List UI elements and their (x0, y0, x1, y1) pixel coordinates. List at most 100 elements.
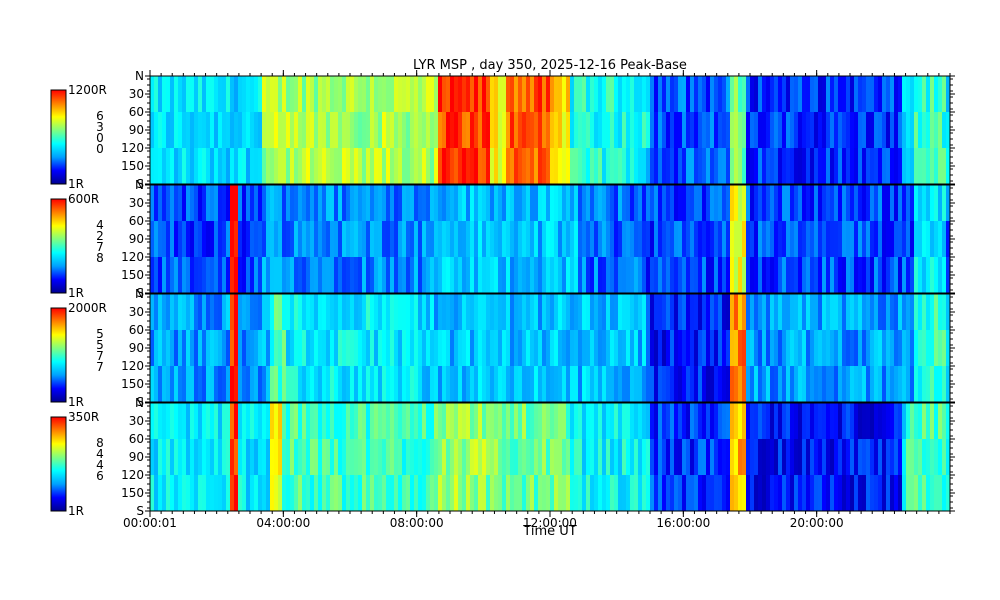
heatmap-cell (614, 257, 619, 294)
heatmap-cell (842, 439, 847, 476)
heatmap-cell (726, 148, 731, 185)
heatmap-cell (838, 366, 843, 403)
heatmap-cell (266, 221, 271, 258)
heatmap-cell (374, 148, 379, 185)
heatmap-cell (646, 439, 651, 476)
heatmap-cell (434, 112, 439, 149)
heatmap-cell (682, 257, 687, 294)
heatmap-cell (214, 112, 219, 149)
heatmap-cell (374, 330, 379, 367)
heatmap-cell (150, 294, 155, 331)
heatmap-cell (706, 112, 711, 149)
heatmap-cell (882, 76, 887, 113)
heatmap-cell (906, 330, 911, 367)
heatmap-cell (790, 475, 795, 512)
heatmap-cell (522, 403, 527, 440)
heatmap-cell (534, 185, 539, 222)
heatmap-cell (322, 257, 327, 294)
heatmap-cell (906, 148, 911, 185)
heatmap-cell (374, 76, 379, 113)
heatmap-cell (802, 185, 807, 222)
heatmap-cell (866, 294, 871, 331)
heatmap-cell (506, 112, 511, 149)
heatmap-cell (154, 112, 159, 149)
heatmap-cell (690, 366, 695, 403)
heatmap-cell (486, 185, 491, 222)
heatmap-cell (830, 76, 835, 113)
heatmap-cell (246, 221, 251, 258)
heatmap-cell (262, 439, 267, 476)
heatmap-cell (494, 76, 499, 113)
heatmap-cell (686, 403, 691, 440)
heatmap-cell (666, 475, 671, 512)
heatmap-cell (170, 330, 175, 367)
heatmap-cell (898, 112, 903, 149)
heatmap-cell (654, 403, 659, 440)
heatmap-cell (834, 366, 839, 403)
heatmap-cell (286, 76, 291, 113)
heatmap-cell (254, 185, 259, 222)
heatmap-cell (206, 257, 211, 294)
heatmap-cell (222, 76, 227, 113)
heatmap-cell (210, 148, 215, 185)
heatmap-cell (182, 294, 187, 331)
heatmap-cell (186, 221, 191, 258)
heatmap-cell (266, 257, 271, 294)
heatmap-cell (466, 185, 471, 222)
heatmap-cell (270, 330, 275, 367)
heatmap-cell (730, 257, 735, 294)
heatmap-cell (558, 112, 563, 149)
colorbar-max-label: 350R (68, 410, 99, 424)
heatmap-cell (838, 475, 843, 512)
heatmap-cell (718, 185, 723, 222)
heatmap-cell (566, 439, 571, 476)
heatmap-cell (590, 112, 595, 149)
heatmap-cell (478, 366, 483, 403)
heatmap-cell (582, 112, 587, 149)
heatmap-cell (230, 76, 235, 113)
heatmap-cell (150, 221, 155, 258)
heatmap-cell (582, 330, 587, 367)
heatmap-cell (238, 185, 243, 222)
heatmap-cell (538, 403, 543, 440)
heatmap-cell (458, 403, 463, 440)
heatmap-cell (722, 148, 727, 185)
heatmap-cell (630, 221, 635, 258)
heatmap-cell (814, 330, 819, 367)
heatmap-cell (434, 475, 439, 512)
heatmap-cell (550, 475, 555, 512)
heatmap-cell (290, 475, 295, 512)
wavelength-digit: 0 (96, 131, 104, 145)
heatmap-cell (506, 330, 511, 367)
heatmap-cell (538, 475, 543, 512)
heatmap-cell (442, 294, 447, 331)
heatmap-cell (814, 475, 819, 512)
heatmap-cell (258, 112, 263, 149)
heatmap-cell (522, 294, 527, 331)
heatmap-cell (366, 76, 371, 113)
heatmap-cell (258, 257, 263, 294)
heatmap-cell (302, 330, 307, 367)
heatmap-cell (178, 294, 183, 331)
heatmap-cell (790, 76, 795, 113)
heatmap-cell (534, 439, 539, 476)
heatmap-cell (802, 257, 807, 294)
heatmap-cell (914, 185, 919, 222)
heatmap-cell (798, 294, 803, 331)
heatmap-cell (666, 366, 671, 403)
wavelength-digit: 7 (96, 349, 104, 363)
heatmap-cell (194, 403, 199, 440)
heatmap-cell (706, 294, 711, 331)
heatmap-cell (494, 366, 499, 403)
heatmap-cell (450, 257, 455, 294)
heatmap-cell (674, 366, 679, 403)
heatmap-cell (786, 475, 791, 512)
heatmap-cell (730, 366, 735, 403)
heatmap-cell (926, 475, 931, 512)
heatmap-cell (478, 76, 483, 113)
heatmap-cell (234, 185, 239, 222)
heatmap-cell (858, 294, 863, 331)
heatmap-cell (638, 403, 643, 440)
heatmap-cell (334, 257, 339, 294)
heatmap-cell (558, 403, 563, 440)
